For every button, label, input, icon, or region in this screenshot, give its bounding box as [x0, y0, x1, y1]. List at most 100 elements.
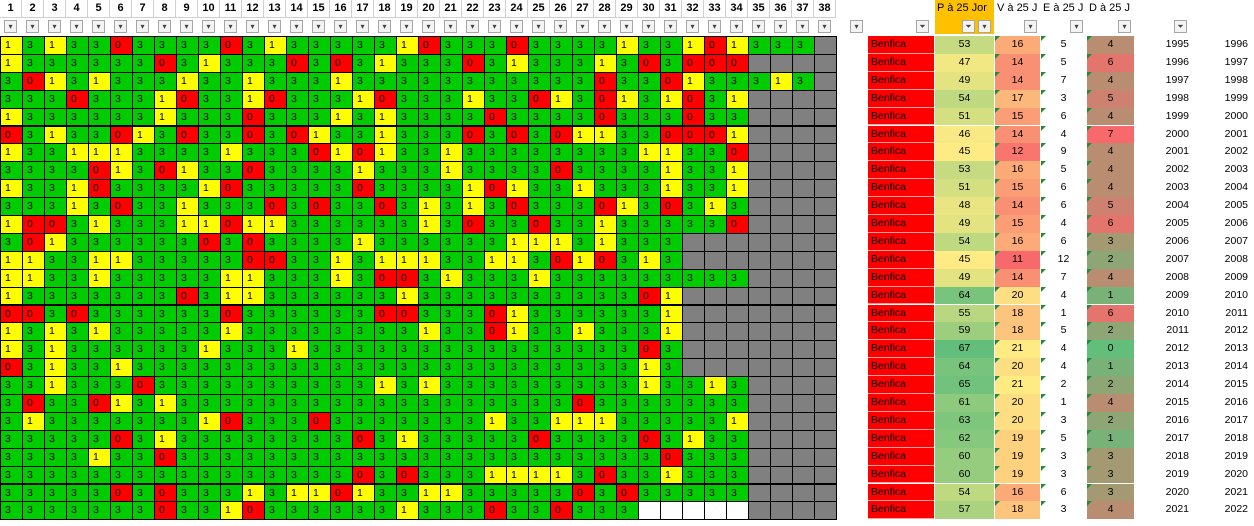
result-draw-cell[interactable]: 1	[44, 358, 67, 378]
result-win-cell[interactable]: 3	[462, 340, 485, 360]
unplayed-cell[interactable]	[814, 483, 837, 503]
column-header-draws[interactable]: E à 25 J	[1043, 2, 1084, 14]
unplayed-cell[interactable]	[770, 197, 793, 216]
points-cell[interactable]: 59	[935, 322, 994, 341]
result-win-cell[interactable]: 3	[88, 483, 111, 503]
result-win-cell[interactable]: 3	[110, 232, 133, 252]
result-win-cell[interactable]: 3	[308, 179, 331, 199]
result-draw-cell[interactable]: 1	[264, 215, 287, 234]
result-win-cell[interactable]: 3	[0, 71, 23, 91]
result-win-cell[interactable]: 3	[682, 376, 705, 395]
filter-dropdown-icon[interactable]: ▾	[576, 20, 589, 33]
result-win-cell[interactable]: 3	[286, 394, 309, 413]
result-win-cell[interactable]: 3	[418, 358, 441, 378]
result-win-cell[interactable]: 3	[44, 501, 67, 521]
result-win-cell[interactable]: 3	[660, 107, 683, 127]
result-win-cell[interactable]: 3	[440, 394, 463, 413]
round-header-20[interactable]: 20	[418, 0, 440, 18]
result-win-cell[interactable]: 3	[440, 125, 463, 145]
result-win-cell[interactable]: 3	[0, 447, 23, 467]
result-draw-cell[interactable]: 1	[484, 465, 507, 485]
result-win-cell[interactable]: 3	[528, 304, 551, 324]
result-win-cell[interactable]: 3	[660, 340, 683, 360]
unplayed-cell[interactable]	[726, 358, 749, 378]
result-loss-cell[interactable]: 0	[418, 36, 441, 55]
draws-cell[interactable]: 6	[1041, 197, 1086, 215]
result-win-cell[interactable]: 3	[220, 53, 243, 73]
result-win-cell[interactable]: 3	[0, 197, 23, 216]
column-header-losses[interactable]: D à 25 J	[1089, 2, 1130, 14]
unplayed-cell[interactable]	[814, 411, 837, 431]
result-loss-cell[interactable]: 0	[330, 53, 353, 73]
result-win-cell[interactable]: 3	[638, 125, 661, 145]
result-loss-cell[interactable]: 0	[308, 411, 331, 431]
round-header-3[interactable]: 3	[44, 0, 66, 18]
result-win-cell[interactable]: 3	[396, 107, 419, 127]
team-name-cell[interactable]: Benfica	[868, 125, 934, 144]
result-win-cell[interactable]: 3	[132, 304, 155, 324]
result-win-cell[interactable]: 3	[352, 286, 375, 306]
unplayed-cell[interactable]	[792, 53, 815, 73]
result-win-cell[interactable]: 3	[286, 376, 309, 395]
result-win-cell[interactable]: 3	[132, 179, 155, 199]
result-win-cell[interactable]: 3	[110, 179, 133, 199]
result-win-cell[interactable]: 3	[286, 143, 309, 163]
result-win-cell[interactable]: 3	[682, 143, 705, 163]
team-name-cell[interactable]: Benfica	[868, 411, 934, 430]
result-win-cell[interactable]: 3	[726, 107, 749, 127]
result-draw-cell[interactable]: 1	[682, 71, 705, 91]
result-win-cell[interactable]: 3	[352, 250, 375, 270]
unplayed-cell[interactable]	[770, 215, 793, 234]
unplayed-cell[interactable]	[748, 107, 771, 127]
filter-dropdown-icon[interactable]: ▾	[224, 20, 237, 33]
result-win-cell[interactable]: 3	[308, 429, 331, 449]
team-name-cell[interactable]: Benfica	[868, 465, 934, 484]
result-win-cell[interactable]: 3	[418, 89, 441, 109]
result-win-cell[interactable]: 3	[572, 53, 595, 73]
season-start-cell[interactable]: 2011	[1166, 324, 1189, 337]
wins-cell[interactable]: 12	[995, 143, 1040, 162]
result-draw-cell[interactable]: 1	[352, 232, 375, 252]
draws-cell[interactable]: 5	[1041, 429, 1086, 448]
round-header-16[interactable]: 16	[330, 0, 352, 18]
unplayed-cell[interactable]	[770, 501, 793, 521]
season-end-cell[interactable]: 2011	[1225, 306, 1248, 319]
result-win-cell[interactable]: 3	[286, 501, 309, 521]
result-draw-cell[interactable]: 1	[660, 89, 683, 109]
result-loss-cell[interactable]: 0	[484, 304, 507, 324]
result-win-cell[interactable]: 3	[198, 107, 221, 127]
result-loss-cell[interactable]: 0	[660, 71, 683, 91]
result-win-cell[interactable]: 3	[198, 36, 221, 55]
result-win-cell[interactable]: 3	[176, 107, 199, 127]
result-win-cell[interactable]: 3	[308, 447, 331, 467]
result-win-cell[interactable]: 3	[704, 143, 727, 163]
result-win-cell[interactable]: 3	[264, 429, 287, 449]
result-win-cell[interactable]: 3	[484, 143, 507, 163]
result-win-cell[interactable]: 3	[0, 232, 23, 252]
result-win-cell[interactable]: 3	[528, 483, 551, 503]
result-loss-cell[interactable]: 0	[242, 501, 265, 521]
unplayed-cell[interactable]	[792, 429, 815, 449]
result-win-cell[interactable]: 3	[506, 501, 529, 521]
result-draw-cell[interactable]: 1	[22, 411, 45, 431]
season-start-cell[interactable]: 2007	[1165, 252, 1189, 265]
result-loss-cell[interactable]: 0	[462, 53, 485, 73]
result-loss-cell[interactable]: 0	[594, 107, 617, 127]
unplayed-cell[interactable]	[748, 340, 771, 360]
round-header-15[interactable]: 15	[308, 0, 330, 18]
result-win-cell[interactable]: 3	[638, 161, 661, 181]
result-win-cell[interactable]: 3	[572, 447, 595, 467]
result-win-cell[interactable]: 3	[132, 483, 155, 503]
losses-cell[interactable]: 1	[1087, 429, 1134, 448]
losses-cell[interactable]: 2	[1087, 322, 1134, 341]
result-loss-cell[interactable]: 0	[0, 358, 23, 378]
result-win-cell[interactable]: 3	[704, 107, 727, 127]
result-win-cell[interactable]: 3	[22, 358, 45, 378]
unplayed-cell[interactable]	[770, 340, 793, 360]
result-win-cell[interactable]: 3	[396, 232, 419, 252]
result-win-cell[interactable]: 3	[660, 358, 683, 378]
result-win-cell[interactable]: 3	[440, 107, 463, 127]
result-win-cell[interactable]: 3	[264, 107, 287, 127]
wins-cell[interactable]: 20	[995, 411, 1040, 430]
filter-active-icon[interactable]: ⏷	[1174, 20, 1187, 33]
